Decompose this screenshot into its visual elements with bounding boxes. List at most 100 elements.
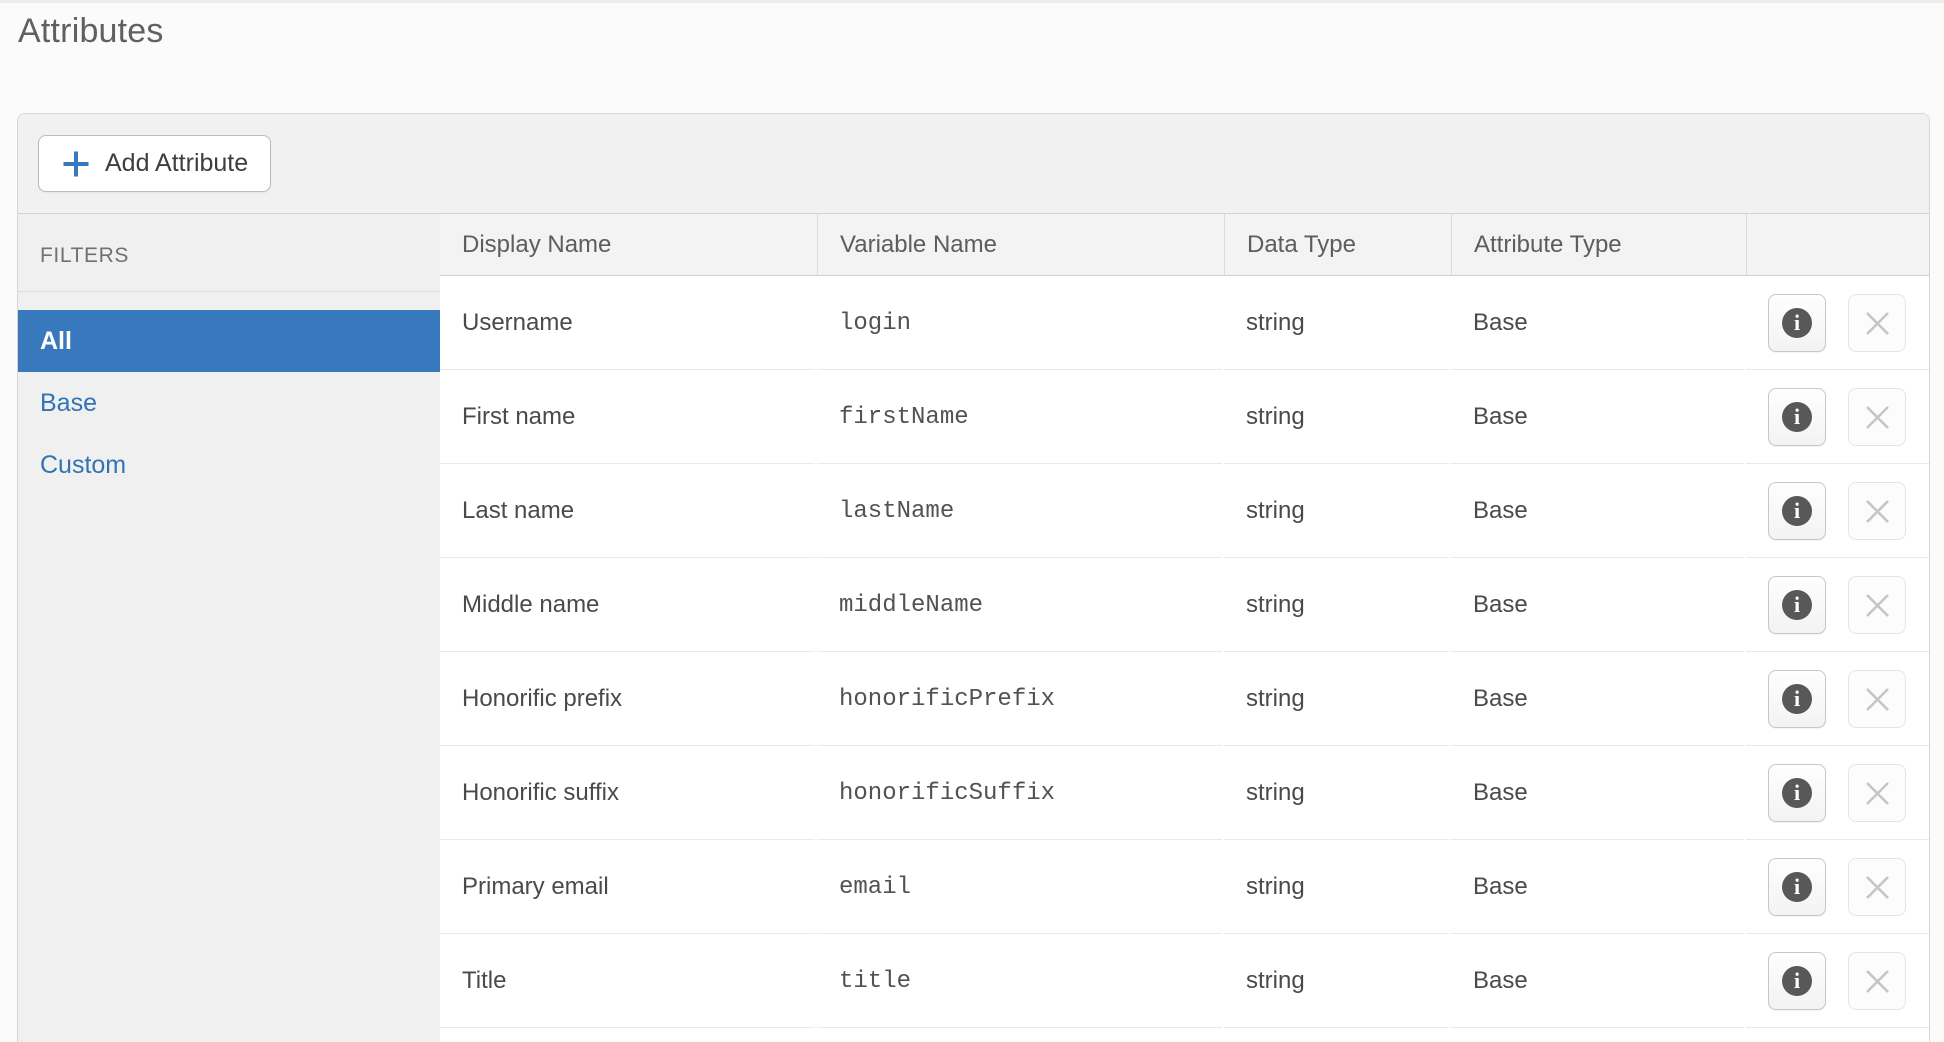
cell-actions: i: [1746, 746, 1929, 840]
cell-data-type: string: [1224, 370, 1451, 464]
filters-heading: FILTERS: [40, 244, 129, 267]
cell-data-type: string: [1224, 276, 1451, 370]
info-button[interactable]: i: [1768, 952, 1826, 1010]
cell-display-name: Username: [440, 276, 817, 370]
filter-item-label: All: [40, 326, 72, 355]
close-icon: [1864, 780, 1891, 807]
cell-display-name: First name: [440, 370, 817, 464]
close-icon: [1864, 686, 1891, 713]
sidebar-item-base[interactable]: Base: [18, 372, 440, 434]
close-icon: [1864, 404, 1891, 431]
column-header-actions: [1746, 214, 1929, 275]
delete-button[interactable]: [1848, 294, 1906, 352]
cell-attribute-type: Base: [1451, 840, 1746, 934]
table-row: Honorific prefix honorificPrefix string …: [440, 652, 1929, 746]
column-header-variable-name: Variable Name: [817, 214, 1224, 275]
cell-data-type: string: [1224, 558, 1451, 652]
info-icon: i: [1782, 778, 1812, 808]
info-icon: i: [1782, 966, 1812, 996]
table-row: Username login string Base i: [440, 276, 1929, 370]
cell-variable-name: middleName: [817, 558, 1224, 652]
delete-button[interactable]: [1848, 388, 1906, 446]
delete-button[interactable]: [1848, 482, 1906, 540]
info-button[interactable]: i: [1768, 294, 1826, 352]
cell-actions: i: [1746, 464, 1929, 558]
add-attribute-button[interactable]: Add Attribute: [38, 135, 272, 192]
info-button[interactable]: i: [1768, 388, 1826, 446]
cell-data-type: string: [1224, 652, 1451, 746]
close-icon: [1864, 310, 1891, 337]
cell-attribute-type: Base: [1451, 746, 1746, 840]
cell-actions: i: [1746, 558, 1929, 652]
cell-display-name: Primary email: [440, 840, 817, 934]
cell-data-type: string: [1224, 840, 1451, 934]
table-body: Username login string Base i: [440, 276, 1929, 1042]
filter-item-label: Custom: [40, 450, 127, 479]
cell-variable-name: firstName: [817, 370, 1224, 464]
cell-actions: i: [1746, 276, 1929, 370]
delete-button[interactable]: [1848, 670, 1906, 728]
info-icon: i: [1782, 872, 1812, 902]
column-header-attribute-type: Attribute Type: [1451, 214, 1746, 275]
cell-variable-name: login: [817, 276, 1224, 370]
delete-button[interactable]: [1848, 764, 1906, 822]
cell-variable-name: lastName: [817, 464, 1224, 558]
cell-variable-name: honorificPrefix: [817, 652, 1224, 746]
cell-data-type: string: [1224, 934, 1451, 1028]
panel-content: FILTERS All Base Custom: [18, 214, 1929, 1042]
info-button[interactable]: i: [1768, 858, 1826, 916]
table-row: First name firstName string Base i: [440, 370, 1929, 464]
cell-data-type: string: [1224, 464, 1451, 558]
delete-button[interactable]: [1848, 858, 1906, 916]
info-icon: i: [1782, 684, 1812, 714]
info-button[interactable]: i: [1768, 482, 1826, 540]
cell-attribute-type: Base: [1451, 464, 1746, 558]
info-button[interactable]: i: [1768, 670, 1826, 728]
page-title: Attributes: [18, 12, 164, 50]
cell-display-name: Honorific prefix: [440, 652, 817, 746]
cell-attribute-type: Base: [1451, 276, 1746, 370]
cell-attribute-type: Base: [1451, 934, 1746, 1028]
cell-actions: i: [1746, 840, 1929, 934]
sidebar-item-custom[interactable]: Custom: [18, 434, 440, 496]
cell-attribute-type: Base: [1451, 652, 1746, 746]
column-header-display-name: Display Name: [462, 230, 612, 258]
table-row: Primary email email string Base i: [440, 840, 1929, 934]
close-icon: [1864, 874, 1891, 901]
cell-display-name: Middle name: [440, 558, 817, 652]
cell-display-name: Last name: [440, 464, 817, 558]
column-header-data-type: Data Type: [1224, 214, 1451, 275]
table-row: Middle name middleName string Base i: [440, 558, 1929, 652]
cell-attribute-type: Base: [1451, 370, 1746, 464]
toolbar: Add Attribute: [18, 114, 1929, 214]
sidebar-item-all[interactable]: All: [18, 310, 440, 372]
filters-sidebar: FILTERS All Base Custom: [18, 214, 440, 1042]
cell-actions: i: [1746, 652, 1929, 746]
cell-display-name: Honorific suffix: [440, 746, 817, 840]
add-attribute-label: Add Attribute: [105, 149, 249, 177]
attributes-panel: Add Attribute FILTERS All Base Custom: [17, 113, 1930, 1042]
table-row: Honorific suffix honorificSuffix string …: [440, 746, 1929, 840]
close-icon: [1864, 498, 1891, 525]
info-button[interactable]: i: [1768, 576, 1826, 634]
info-icon: i: [1782, 402, 1812, 432]
delete-button[interactable]: [1848, 952, 1906, 1010]
cell-display-name: Title: [440, 934, 817, 1028]
info-button[interactable]: i: [1768, 764, 1826, 822]
table-header: Display Name Variable Name Data Type Att…: [440, 214, 1929, 276]
cell-variable-name: email: [817, 840, 1224, 934]
cell-data-type: string: [1224, 746, 1451, 840]
table-row: Last name lastName string Base i: [440, 464, 1929, 558]
table-row: Title title string Base i: [440, 934, 1929, 1028]
cell-variable-name: honorificSuffix: [817, 746, 1224, 840]
cell-actions: i: [1746, 370, 1929, 464]
cell-actions: i: [1746, 934, 1929, 1028]
delete-button[interactable]: [1848, 576, 1906, 634]
close-icon: [1864, 968, 1891, 995]
plus-icon: [61, 149, 91, 179]
info-icon: i: [1782, 308, 1812, 338]
cell-variable-name: title: [817, 934, 1224, 1028]
info-icon: i: [1782, 590, 1812, 620]
close-icon: [1864, 592, 1891, 619]
filter-list: All Base Custom: [18, 310, 440, 496]
